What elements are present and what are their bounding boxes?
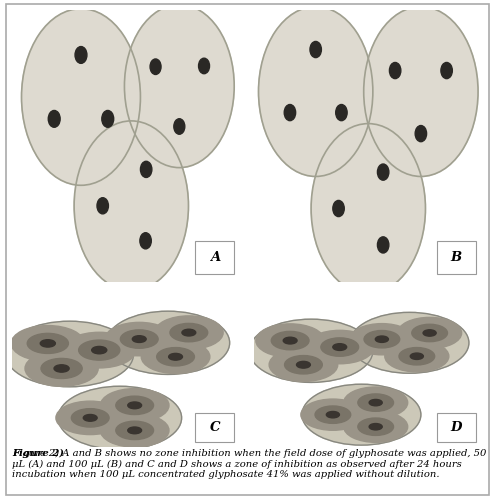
Text: C: C [209, 421, 220, 434]
Ellipse shape [128, 402, 142, 409]
Ellipse shape [410, 353, 423, 359]
Ellipse shape [74, 121, 189, 291]
Ellipse shape [132, 336, 146, 342]
Ellipse shape [141, 161, 152, 178]
Ellipse shape [48, 110, 60, 127]
Ellipse shape [83, 415, 97, 421]
Ellipse shape [141, 340, 210, 373]
Ellipse shape [369, 424, 382, 430]
Ellipse shape [21, 8, 141, 185]
Text: B: B [451, 251, 462, 264]
Text: Figure 2) A and B shows no zone inhibition when the field dose of glyphosate was: Figure 2) A and B shows no zone inhibiti… [12, 449, 487, 479]
Ellipse shape [350, 312, 469, 373]
Ellipse shape [105, 322, 174, 356]
Bar [196, 413, 234, 442]
Ellipse shape [305, 330, 374, 364]
Ellipse shape [315, 406, 351, 423]
Ellipse shape [27, 333, 68, 353]
Ellipse shape [256, 324, 324, 357]
Ellipse shape [310, 41, 321, 57]
Ellipse shape [350, 324, 414, 355]
Ellipse shape [54, 365, 69, 372]
Ellipse shape [364, 6, 478, 177]
Ellipse shape [100, 389, 169, 422]
Ellipse shape [169, 353, 183, 360]
Ellipse shape [116, 421, 153, 440]
Ellipse shape [333, 344, 346, 350]
Ellipse shape [198, 58, 209, 74]
Ellipse shape [302, 384, 421, 445]
Ellipse shape [150, 59, 161, 74]
Ellipse shape [369, 399, 382, 406]
Ellipse shape [423, 330, 436, 336]
Ellipse shape [271, 331, 309, 350]
Ellipse shape [41, 358, 82, 379]
Ellipse shape [385, 341, 449, 372]
Ellipse shape [174, 119, 185, 134]
Ellipse shape [412, 324, 447, 342]
Ellipse shape [25, 351, 98, 386]
Ellipse shape [364, 330, 400, 348]
Ellipse shape [358, 418, 394, 436]
Ellipse shape [377, 164, 389, 180]
Ellipse shape [63, 332, 136, 368]
Ellipse shape [441, 62, 452, 79]
Ellipse shape [182, 329, 196, 336]
Ellipse shape [124, 4, 234, 168]
Ellipse shape [249, 319, 373, 382]
Ellipse shape [390, 62, 401, 79]
Ellipse shape [154, 316, 223, 349]
Ellipse shape [301, 399, 365, 430]
Ellipse shape [285, 356, 322, 374]
Ellipse shape [75, 46, 87, 63]
Ellipse shape [358, 394, 394, 411]
Ellipse shape [283, 337, 297, 344]
Ellipse shape [116, 396, 153, 415]
Ellipse shape [269, 348, 338, 381]
Ellipse shape [377, 237, 389, 253]
Ellipse shape [71, 409, 109, 427]
Ellipse shape [140, 233, 151, 249]
Ellipse shape [344, 411, 408, 442]
Ellipse shape [170, 323, 208, 342]
Ellipse shape [128, 427, 142, 434]
Bar [437, 413, 476, 442]
Text: A: A [210, 251, 220, 264]
Ellipse shape [100, 414, 169, 447]
Ellipse shape [321, 338, 358, 356]
Ellipse shape [415, 126, 427, 142]
Text: Figure 2): Figure 2) [12, 449, 64, 458]
Ellipse shape [58, 386, 182, 450]
Ellipse shape [120, 330, 158, 348]
Ellipse shape [399, 348, 435, 365]
Ellipse shape [297, 361, 310, 368]
Ellipse shape [97, 198, 108, 214]
Ellipse shape [106, 311, 230, 374]
Ellipse shape [375, 336, 389, 342]
Bar [437, 241, 476, 274]
Ellipse shape [79, 340, 120, 360]
Ellipse shape [397, 317, 462, 349]
Ellipse shape [326, 412, 340, 418]
Ellipse shape [92, 346, 107, 354]
Ellipse shape [102, 110, 114, 127]
Ellipse shape [40, 340, 55, 347]
Text: D: D [450, 421, 462, 434]
Ellipse shape [11, 325, 85, 361]
Ellipse shape [56, 401, 125, 435]
Ellipse shape [284, 104, 296, 121]
Ellipse shape [5, 321, 134, 387]
Ellipse shape [258, 6, 373, 177]
Ellipse shape [157, 348, 195, 366]
Ellipse shape [344, 387, 408, 418]
Ellipse shape [333, 201, 344, 217]
Bar [196, 241, 234, 274]
Ellipse shape [336, 104, 347, 121]
Ellipse shape [311, 124, 426, 293]
